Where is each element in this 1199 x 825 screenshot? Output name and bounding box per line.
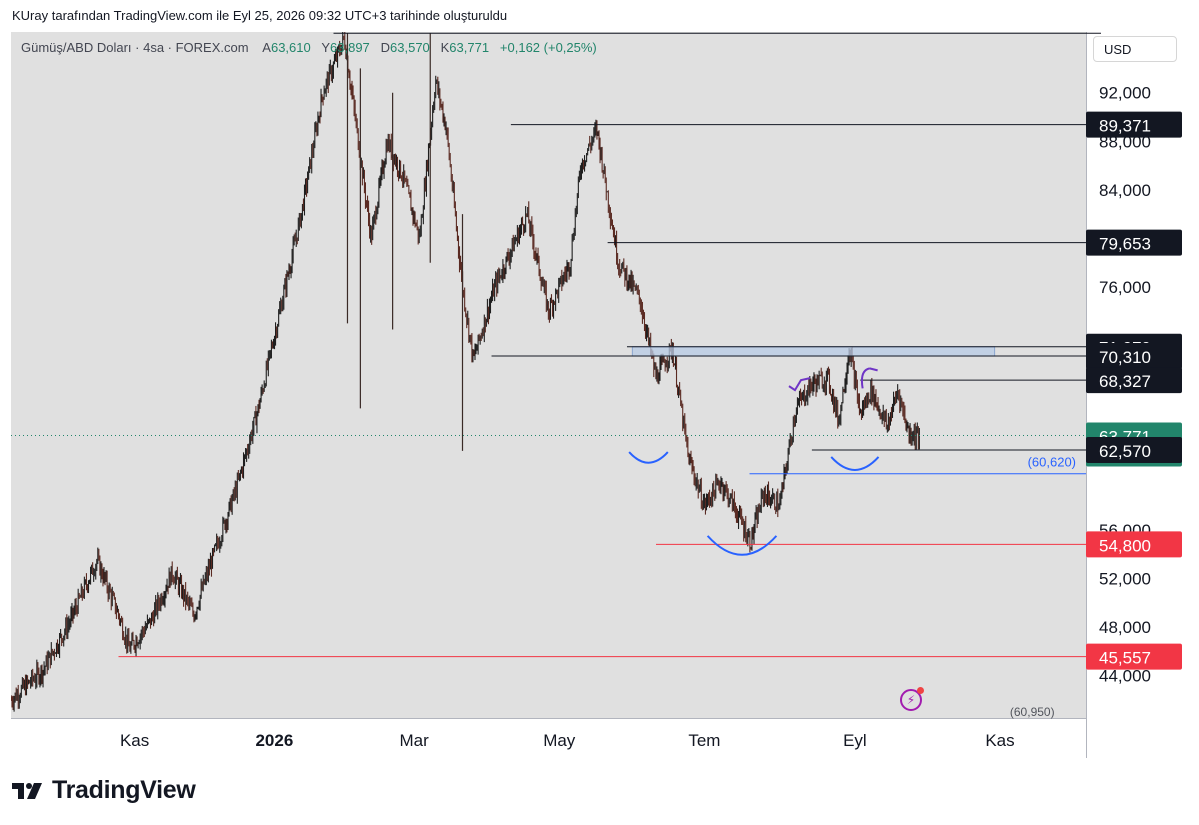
resistance-zone[interactable] <box>631 346 996 357</box>
price-label: 79,653 <box>1099 235 1151 254</box>
y-tick-label: 48,000 <box>1099 618 1151 637</box>
legend-high-label: Y <box>321 40 331 55</box>
tradingview-logo[interactable]: TradingView <box>12 776 196 805</box>
price-label: 62,570 <box>1099 442 1151 461</box>
x-tick-label: Mar <box>399 731 429 750</box>
time-axis[interactable] <box>11 718 1086 758</box>
currency-button[interactable]: USD <box>1093 36 1177 62</box>
chart-caption: KUray tarafından TradingView.com ile Eyl… <box>12 8 508 23</box>
legend-change: +0,162 (+0,25%) <box>499 40 597 55</box>
price-label-box[interactable] <box>1086 531 1182 558</box>
legend-symbol: Gümüş/ABD Doları · 4sa · FOREX.com <box>21 40 249 55</box>
check-mark[interactable] <box>788 377 811 392</box>
price-label-box[interactable] <box>1086 111 1182 138</box>
legend-close-label: K <box>440 40 450 55</box>
price-label-box[interactable] <box>1086 367 1182 394</box>
price-label-box[interactable] <box>1086 343 1182 370</box>
legend-low-label: D <box>380 40 391 55</box>
price-label: 89,371 <box>1099 117 1151 136</box>
x-tick-label: Eyl <box>843 731 867 750</box>
legend-open-label: A <box>262 40 271 55</box>
chart-panel[interactable]: 44,000 48,000 52,000 56,000 76,000 84,000 88,0… <box>10 30 1187 758</box>
price-label-box[interactable] <box>1086 437 1182 464</box>
hook-mark[interactable] <box>860 367 878 389</box>
level-value-label: (60,620) <box>1028 455 1076 470</box>
plot-area[interactable] <box>11 32 1086 718</box>
price-label: 54,800 <box>1099 536 1151 555</box>
y-tick-label: 84,000 <box>1099 181 1151 200</box>
pattern-arc[interactable] <box>628 451 669 464</box>
notification-dot <box>917 687 924 694</box>
price-chart[interactable]: 44,00048,00052,00056,00076,00084,00088,0… <box>10 30 1187 758</box>
y-tick-label: 76,000 <box>1099 278 1151 297</box>
y-tick-label: 92,000 <box>1099 84 1151 103</box>
pattern-arc[interactable] <box>830 456 880 471</box>
legend-low: 63,570 <box>390 40 430 55</box>
tradingview-logo-icon <box>12 782 42 799</box>
x-tick-label: 2026 <box>255 731 293 750</box>
alert-bolt-icon[interactable]: ⚡ <box>900 687 924 711</box>
price-label-box[interactable] <box>1086 643 1182 670</box>
y-tick-label: 52,000 <box>1099 569 1151 588</box>
x-tick-label: Kas <box>985 731 1014 750</box>
candles <box>10 30 920 712</box>
price-label: 68,327 <box>1099 372 1151 391</box>
legend-high: 63,897 <box>330 40 370 55</box>
x-tick-label: May <box>543 731 576 750</box>
hidden-price-label: (60,950) <box>1010 705 1055 719</box>
x-tick-label: Kas <box>120 731 149 750</box>
brand-name: TradingView <box>52 776 196 804</box>
y-tick-label: 44,000 <box>1099 667 1151 686</box>
price-label: 45,557 <box>1099 649 1151 668</box>
price-label: 70,310 <box>1099 348 1151 367</box>
symbol-legend: Gümüş/ABD Doları · 4sa · FOREX.com A63,6… <box>21 40 597 55</box>
legend-close: 63,771 <box>449 40 490 55</box>
x-tick-label: Tem <box>688 731 720 750</box>
legend-open: 63,610 <box>270 40 311 55</box>
pattern-arc[interactable] <box>706 535 778 556</box>
price-label-box[interactable] <box>1086 229 1182 256</box>
